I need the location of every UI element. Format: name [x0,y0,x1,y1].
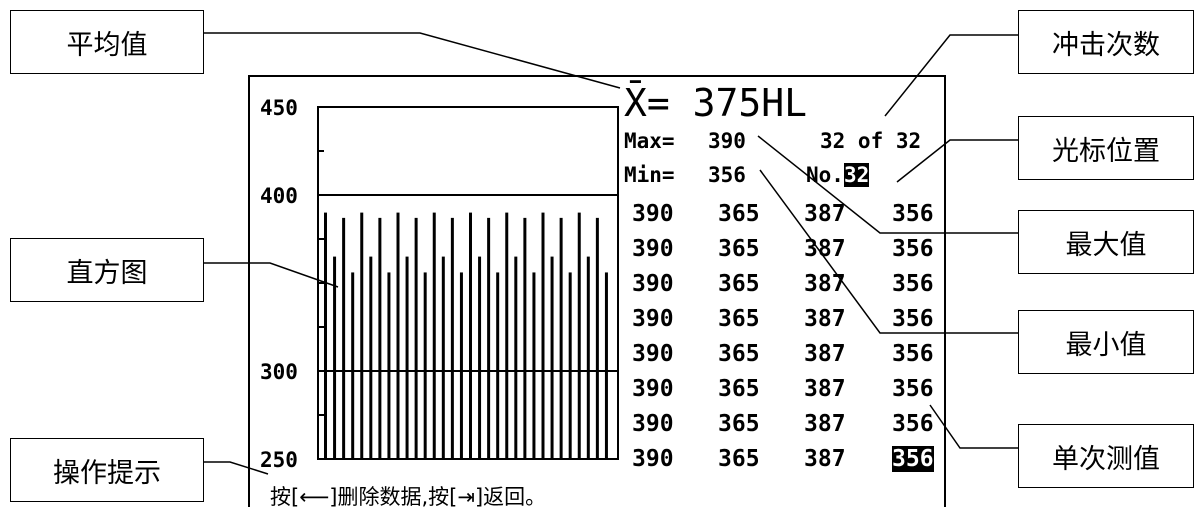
reading-cell-selected: 356 [892,446,934,472]
histogram-bar [595,217,599,459]
impact-count: 32 of 32 [820,129,922,153]
callout-cursor-position: 光标位置 [1018,116,1194,180]
reading-cell: 387 [804,411,846,437]
histogram-bar [378,217,382,459]
histogram-bar [459,272,463,459]
reading-cell: 356 [892,411,934,437]
reading-cell: 365 [718,236,760,262]
histogram-bar [505,212,509,459]
y-tick-label: 300 [260,360,298,384]
cursor-display: No.32 [806,163,870,187]
cursor-label: No. [806,163,844,187]
callout-max-value: 最大值 [1018,210,1194,274]
histogram-bar [450,217,454,459]
callout-average: 平均值 [10,10,204,74]
histogram-bar [414,217,418,459]
histogram-bar [423,272,427,459]
reading-cell: 387 [804,201,846,227]
reading-cell: 356 [892,271,934,297]
reading-cell: 356 [892,306,934,332]
histogram-bar [577,212,581,459]
histogram-bar [369,256,373,459]
reading-cell: 365 [718,271,760,297]
reading-cell: 356 [892,376,934,402]
histogram-bar [586,256,590,459]
reading-cell: 390 [632,411,674,437]
histogram-bar [559,217,563,459]
histogram-bar [487,217,491,459]
callout-min-value: 最小值 [1018,310,1194,374]
reading-cell: 365 [718,411,760,437]
histogram-bar [387,272,391,459]
reading-cell: 365 [718,446,760,472]
reading-cell: 356 [892,201,934,227]
device-screen: 450 400 300 250 X̄= 375HL Max= 390 32 of 32… [248,75,946,509]
reading-cell: 390 [632,271,674,297]
reading-cell: 356 [892,341,934,367]
callout-histogram: 直方图 [10,238,204,302]
histogram-bar [550,256,554,459]
histogram-bar [568,272,572,459]
average-label: X̄= [624,81,670,125]
reading-cell: 390 [632,376,674,402]
histogram-bar [351,272,355,459]
reading-cell: 356 [892,236,934,262]
histogram-bar [342,217,346,459]
histogram-bar [360,212,364,459]
max-label: Max= [624,129,675,153]
reading-cell: 390 [632,236,674,262]
operation-hint: 按[⟵]删除数据,按[⇥]返回。 [270,485,547,509]
reading-cell: 387 [804,306,846,332]
histogram-bar [396,212,400,459]
reading-cell: 390 [632,201,674,227]
reading-cell: 365 [718,376,760,402]
histogram-bar [532,272,536,459]
histogram-bar [432,212,436,459]
min-value: 356 [708,163,746,187]
y-tick-label: 400 [260,184,298,208]
histogram-bar [514,256,518,459]
min-label: Min= [624,163,675,187]
average-value: 375HL [692,81,808,125]
histogram-bar [324,212,327,459]
histogram-bar [405,256,409,459]
reading-cell: 387 [804,376,846,402]
histogram-bar [496,272,500,459]
reading-cell: 387 [804,236,846,262]
histogram-chart: 450 400 300 250 [260,96,619,472]
reading-cell: 390 [632,341,674,367]
callout-impact-count: 冲击次数 [1018,10,1194,74]
histogram-bar [441,256,445,459]
callout-single-value: 单次测值 [1018,424,1194,488]
reading-cell: 365 [718,306,760,332]
average-display: X̄= 375HL [624,81,807,125]
max-value: 390 [708,129,746,153]
histogram-bar [523,217,527,459]
callout-operation-hint: 操作提示 [10,438,204,502]
histogram-bar [604,272,608,459]
histogram-bar [541,212,545,459]
histogram-bar [333,256,337,459]
cursor-value: 32 [843,163,870,187]
reading-cell: 387 [804,271,846,297]
reading-cell: 365 [718,341,760,367]
y-tick-label: 250 [260,448,298,472]
reading-cell: 387 [804,341,846,367]
histogram-bar [469,212,472,459]
reading-cell: 390 [632,446,674,472]
reading-cell: 365 [718,201,760,227]
reading-cell: 390 [632,306,674,332]
reading-cell: 387 [804,446,846,472]
histogram-bar [478,256,482,459]
y-tick-label: 450 [260,96,298,120]
